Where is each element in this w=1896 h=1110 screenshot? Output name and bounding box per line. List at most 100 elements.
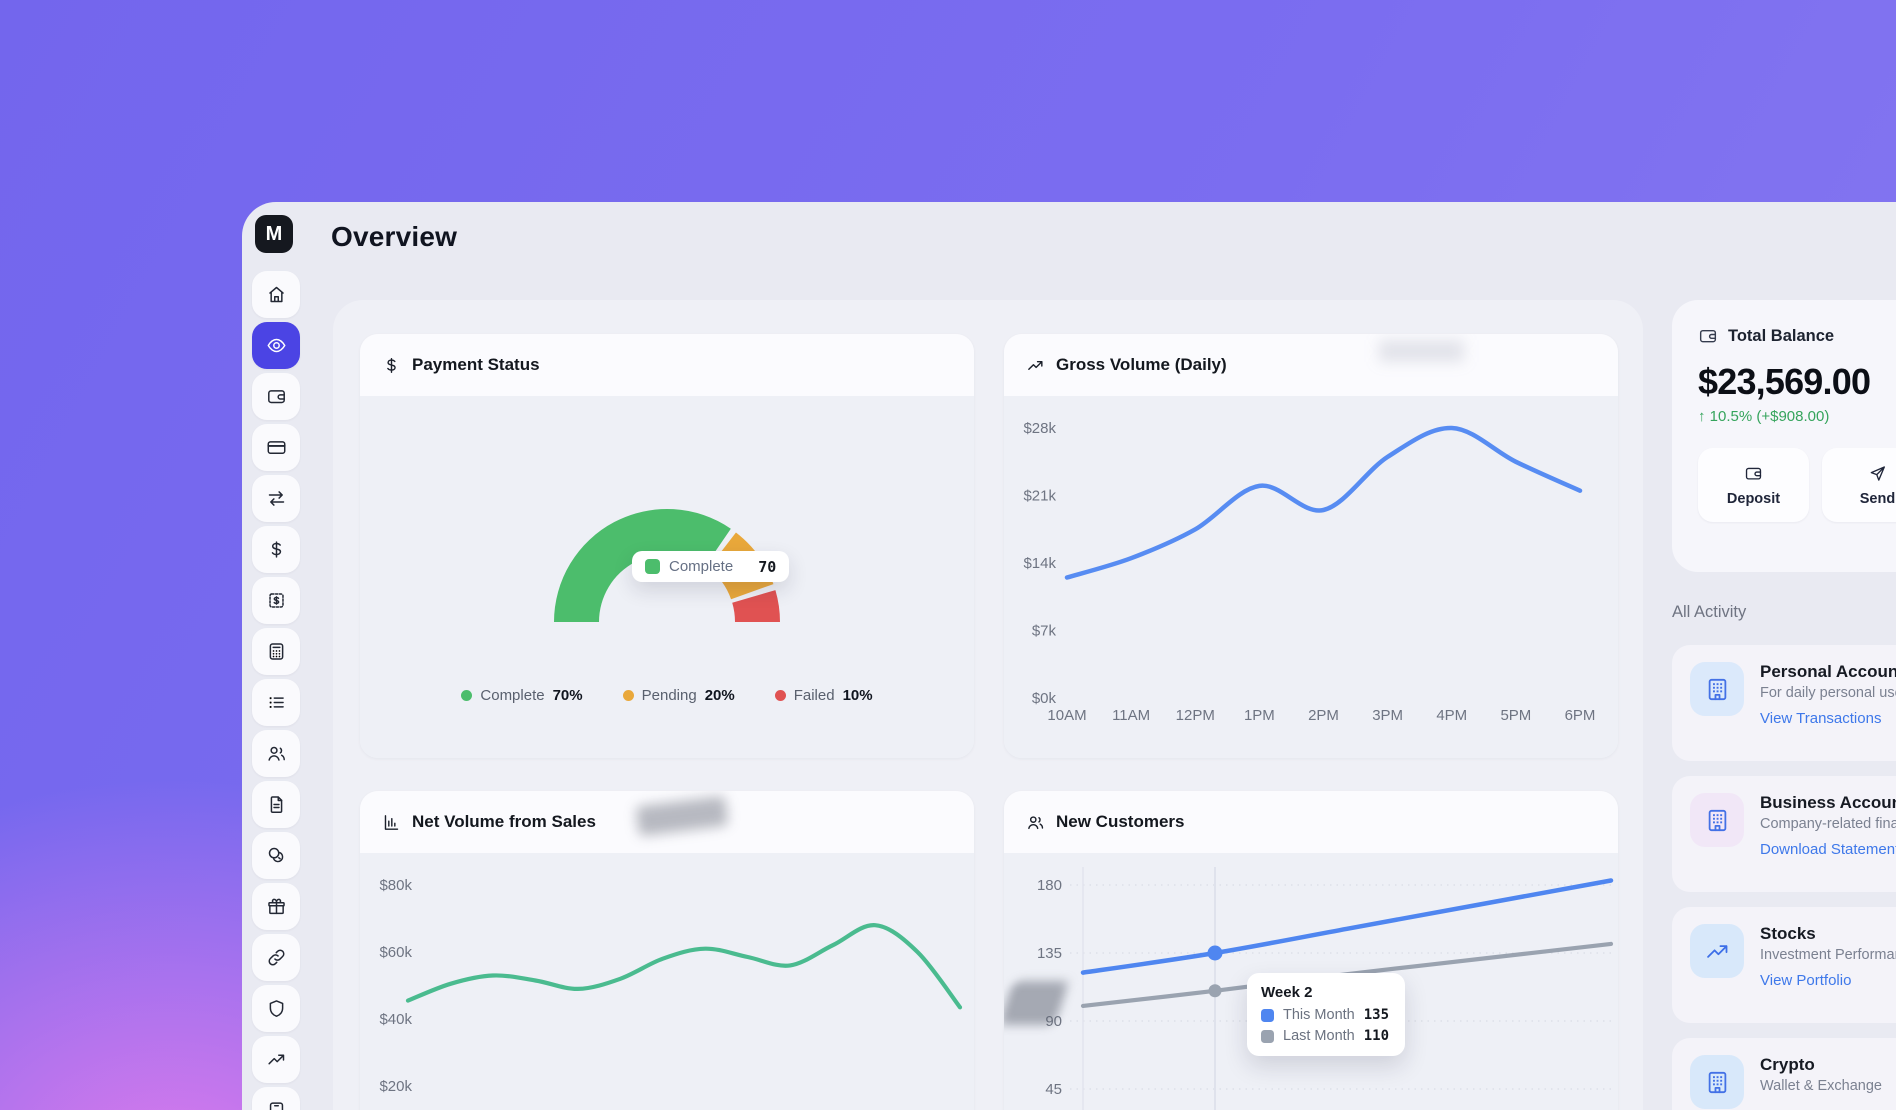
tooltip-label: This Month	[1283, 1007, 1355, 1023]
sidebar-item-document[interactable]	[252, 781, 300, 828]
sidebar	[252, 271, 300, 1110]
activity-subtitle: Company-related finances	[1760, 816, 1896, 832]
tooltip-row: This Month 135	[1261, 1007, 1391, 1023]
activity-link[interactable]: View Portfolio	[1760, 972, 1852, 989]
gross-volume-title: Gross Volume (Daily)	[1056, 355, 1227, 374]
trending-up-icon	[1026, 356, 1045, 375]
app-logo[interactable]: M	[255, 215, 293, 253]
legend-label: Failed	[793, 687, 835, 704]
building-icon	[1690, 1055, 1744, 1109]
series-swatch	[1261, 1008, 1274, 1022]
activity-card-business-account[interactable]: Business Account Company-related finances…	[1672, 776, 1896, 892]
send-button[interactable]: Send	[1822, 448, 1896, 522]
total-balance-label: Total Balance	[1728, 326, 1835, 345]
activity-texts: Crypto Wallet & Exchange	[1760, 1055, 1882, 1110]
sidebar-item-receipt-dollar[interactable]	[252, 577, 300, 624]
legend-value: 10%	[842, 687, 873, 704]
sidebar-item-eye[interactable]	[252, 322, 300, 369]
calculator-icon	[266, 641, 287, 662]
week-tooltip: Week 2 This Month 135 Last Month 110	[1247, 973, 1405, 1056]
new-customers-body: 180 135 90 45 Week 2 This Month 135 Last Mont…	[1004, 853, 1618, 1110]
tooltip-value: 135	[1363, 1007, 1390, 1023]
sidebar-item-list[interactable]	[252, 679, 300, 726]
sidebar-item-coins[interactable]	[252, 832, 300, 879]
wallet-icon	[266, 386, 287, 407]
gross-volume-card: Gross Volume (Daily) $28k $21k $14k $7k $0k 1…	[1004, 334, 1618, 758]
svg-text:3PM: 3PM	[1372, 707, 1403, 724]
svg-text:$0k: $0k	[1032, 690, 1057, 707]
building-icon	[1690, 662, 1744, 716]
tooltip-value: 110	[1363, 1028, 1390, 1044]
sidebar-item-transfer-arrows[interactable]	[252, 475, 300, 522]
cards-grid: Payment Status Complete 70 Complete 70% Pe…	[360, 334, 1618, 1110]
dollar-icon	[266, 539, 287, 560]
blur-artifact	[1379, 340, 1464, 362]
gauge-tooltip-label: Complete	[669, 558, 734, 575]
wallet-icon	[1744, 464, 1763, 483]
legend-item-complete: Complete 70%	[461, 687, 583, 704]
svg-text:12PM: 12PM	[1176, 707, 1215, 724]
eye-icon	[266, 335, 287, 356]
all-activity-heading: All Activity	[1672, 603, 1747, 621]
gauge-tooltip: Complete 70	[632, 551, 790, 582]
deposit-button[interactable]: Deposit	[1698, 448, 1809, 522]
activity-link[interactable]: View Transactions	[1760, 710, 1882, 727]
sidebar-item-users[interactable]	[252, 730, 300, 777]
svg-text:$21k: $21k	[1023, 488, 1056, 505]
net-volume-title: Net Volume from Sales	[412, 812, 596, 831]
activity-title: Personal Account	[1760, 662, 1896, 681]
activity-title: Stocks	[1760, 924, 1816, 943]
payment-status-body: Complete 70 Complete 70% Pending 20% Failed 1…	[360, 396, 974, 758]
shield-icon	[266, 998, 287, 1019]
net-volume-card: Net Volume from Sales $80k $60k $40k $20k	[360, 791, 974, 1110]
total-balance-change: ↑ 10.5% (+$908.00)	[1698, 408, 1830, 425]
gross-volume-header: Gross Volume (Daily)	[1004, 334, 1618, 396]
activity-texts: Stocks Investment Performance View Portfol…	[1760, 924, 1896, 1006]
sidebar-item-trending-up[interactable]	[252, 1036, 300, 1083]
activity-subtitle: For daily personal use	[1760, 685, 1896, 701]
activity-texts: Personal Account For daily personal use Vi…	[1760, 662, 1896, 744]
svg-text:$20k: $20k	[379, 1078, 412, 1095]
legend-item-failed: Failed 10%	[774, 687, 873, 704]
sidebar-item-gift[interactable]	[252, 883, 300, 930]
complete-swatch	[645, 559, 660, 574]
series-swatch	[1261, 1029, 1274, 1043]
wallet-icon	[1698, 326, 1718, 346]
activity-card-personal-account[interactable]: Personal Account For daily personal use Vi…	[1672, 645, 1896, 761]
sidebar-item-link[interactable]	[252, 934, 300, 981]
building-icon	[1690, 793, 1744, 847]
sidebar-item-home[interactable]	[252, 271, 300, 318]
svg-text:$60k: $60k	[379, 944, 412, 961]
sidebar-item-calculator[interactable]	[252, 628, 300, 675]
trending-up-icon	[266, 1049, 287, 1070]
action-label: Send	[1859, 490, 1896, 507]
activity-card-crypto[interactable]: Crypto Wallet & Exchange	[1672, 1038, 1896, 1110]
link-icon	[266, 947, 287, 968]
svg-text:10AM: 10AM	[1047, 707, 1086, 724]
gift-icon	[266, 896, 287, 917]
svg-text:$28k: $28k	[1023, 420, 1056, 437]
blur-artifact	[635, 795, 729, 837]
legend-label: Complete	[480, 687, 545, 704]
activity-link[interactable]: Download Statements	[1760, 841, 1896, 858]
activity-title: Crypto	[1760, 1055, 1815, 1074]
coins-icon	[266, 845, 287, 866]
sidebar-item-dollar[interactable]	[252, 526, 300, 573]
sidebar-item-device[interactable]	[252, 1087, 300, 1110]
total-balance-head: Total Balance	[1698, 326, 1896, 346]
page-title: Overview	[331, 221, 458, 252]
svg-text:90: 90	[1045, 1013, 1062, 1030]
new-customers-chart: 180 135 90 45	[1037, 867, 1614, 1110]
activity-list: Personal Account For daily personal use Vi…	[1672, 645, 1896, 1110]
sidebar-item-wallet[interactable]	[252, 373, 300, 420]
payment-status-header: Payment Status	[360, 334, 974, 396]
net-volume-body: $80k $60k $40k $20k	[360, 853, 974, 1110]
sidebar-item-credit-card[interactable]	[252, 424, 300, 471]
activity-card-stocks[interactable]: Stocks Investment Performance View Portfol…	[1672, 907, 1896, 1023]
document-icon	[266, 794, 287, 815]
net-volume-header: Net Volume from Sales	[360, 791, 974, 853]
svg-text:6PM: 6PM	[1565, 707, 1596, 724]
sidebar-item-shield[interactable]	[252, 985, 300, 1032]
users-icon	[1026, 813, 1045, 832]
